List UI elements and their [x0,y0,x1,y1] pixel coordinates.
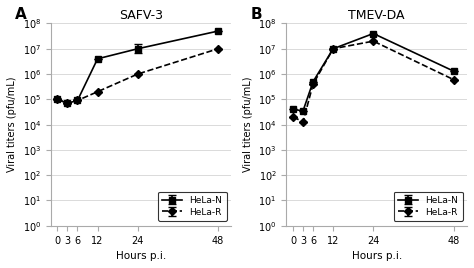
Title: TMEV-DA: TMEV-DA [348,9,405,22]
Legend: HeLa-N, HeLa-R: HeLa-N, HeLa-R [393,192,463,221]
X-axis label: Hours p.i.: Hours p.i. [352,251,402,261]
Legend: HeLa-N, HeLa-R: HeLa-N, HeLa-R [158,192,227,221]
Y-axis label: Viral titers (pfu/mL): Viral titers (pfu/mL) [243,77,253,172]
X-axis label: Hours p.i.: Hours p.i. [116,251,166,261]
Text: B: B [250,7,262,22]
Y-axis label: Viral titers (pfu/mL): Viral titers (pfu/mL) [7,77,17,172]
Text: A: A [15,7,26,22]
Title: SAFV-3: SAFV-3 [119,9,163,22]
